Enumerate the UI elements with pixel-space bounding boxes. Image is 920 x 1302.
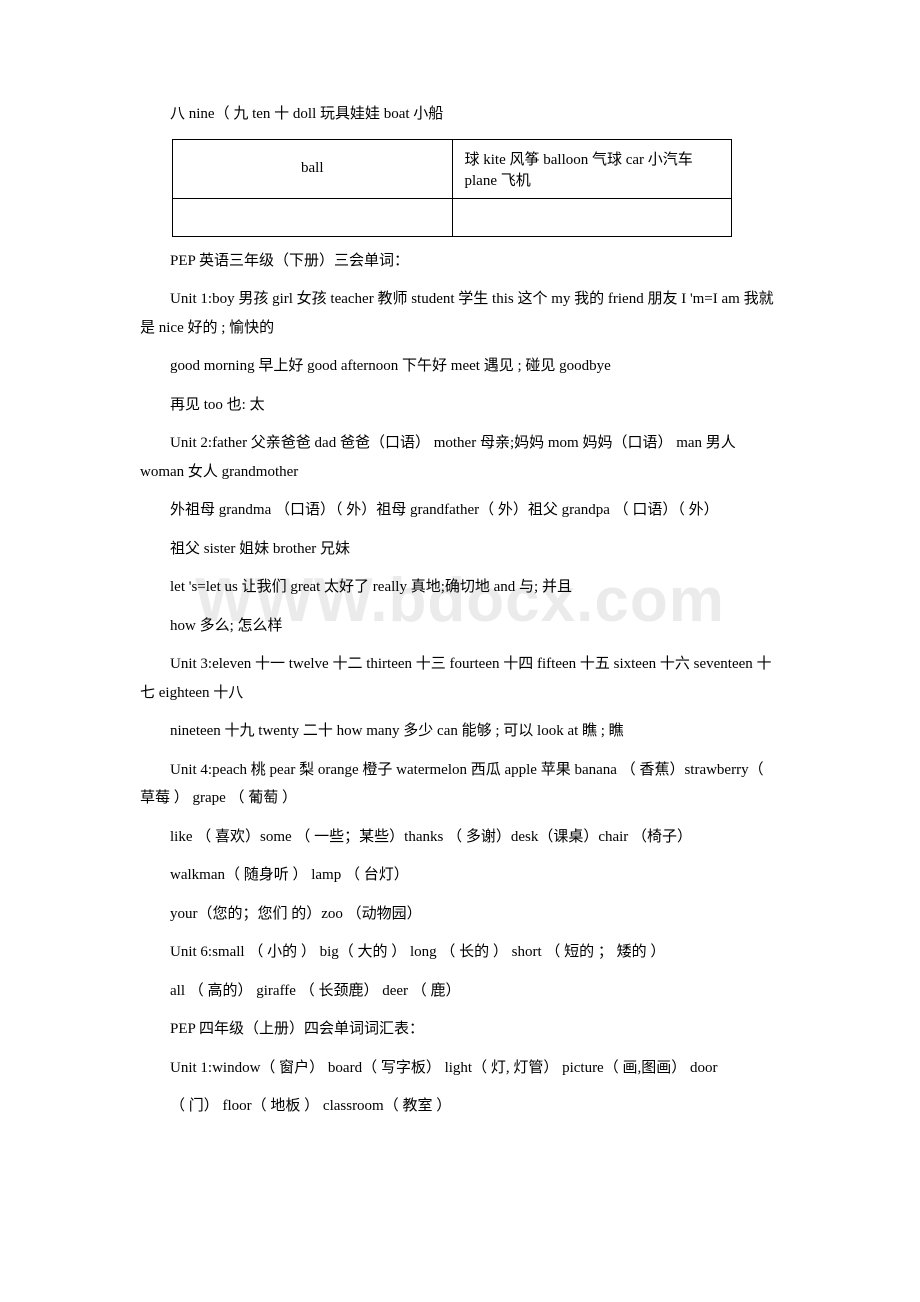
document-content: 八 nine（ 九 ten 十 doll 玩具娃娃 boat 小船 ball 球…	[140, 100, 780, 1121]
table-row	[173, 198, 732, 236]
paragraph-13: Unit 4:peach 桃 pear 梨 orange 橙子 watermel…	[140, 756, 780, 813]
paragraph-19: PEP 四年级（上册）四会单词词汇表：	[140, 1015, 780, 1044]
table-cell	[173, 198, 453, 236]
paragraph-1: 八 nine（ 九 ten 十 doll 玩具娃娃 boat 小船	[140, 100, 780, 129]
paragraph-17: Unit 6:small （ 小的 ） big（ 大的 ） long （ 长的 …	[140, 938, 780, 967]
paragraph-15: walkman（ 随身听 ） lamp （ 台灯）	[140, 861, 780, 890]
paragraph-3: Unit 1:boy 男孩 girl 女孩 teacher 教师 student…	[140, 285, 780, 342]
paragraph-18: all （ 高的） giraffe （ 长颈鹿） deer （ 鹿）	[140, 977, 780, 1006]
paragraph-2: PEP 英语三年级（下册）三会单词：	[140, 247, 780, 276]
paragraph-21: （ 门） floor（ 地板 ） classroom（ 教室 ）	[140, 1092, 780, 1121]
paragraph-16: your（您的；您们 的）zoo （动物园）	[140, 900, 780, 929]
paragraph-12: nineteen 十九 twenty 二十 how many 多少 can 能够…	[140, 717, 780, 746]
paragraph-11: Unit 3:eleven 十一 twelve 十二 thirteen 十三 f…	[140, 650, 780, 707]
paragraph-4: good morning 早上好 good afternoon 下午好 meet…	[140, 352, 780, 381]
paragraph-6: Unit 2:father 父亲爸爸 dad 爸爸（口语） mother 母亲;…	[140, 429, 780, 486]
paragraph-20: Unit 1:window（ 窗户） board（ 写字板） light（ 灯,…	[140, 1054, 780, 1083]
paragraph-10: how 多么; 怎么样	[140, 612, 780, 641]
paragraph-5: 再见 too 也: 太	[140, 391, 780, 420]
paragraph-9: let 's=let us 让我们 great 太好了 really 真地;确切…	[140, 573, 780, 602]
table-wrapper: ball 球 kite 风筝 balloon 气球 car 小汽车 plane …	[172, 139, 780, 237]
table-cell	[452, 198, 732, 236]
paragraph-7: 外祖母 grandma （口语）（ 外）祖母 grandfather（ 外）祖父…	[140, 496, 780, 525]
table-row: ball 球 kite 风筝 balloon 气球 car 小汽车 plane …	[173, 139, 732, 198]
table-cell: 球 kite 风筝 balloon 气球 car 小汽车 plane 飞机	[452, 139, 732, 198]
table-cell: ball	[173, 139, 453, 198]
paragraph-14: like （ 喜欢）some （ 一些；某些）thanks （ 多谢）desk（…	[140, 823, 780, 852]
paragraph-8: 祖父 sister 姐妹 brother 兄妹	[140, 535, 780, 564]
vocab-table: ball 球 kite 风筝 balloon 气球 car 小汽车 plane …	[172, 139, 732, 237]
